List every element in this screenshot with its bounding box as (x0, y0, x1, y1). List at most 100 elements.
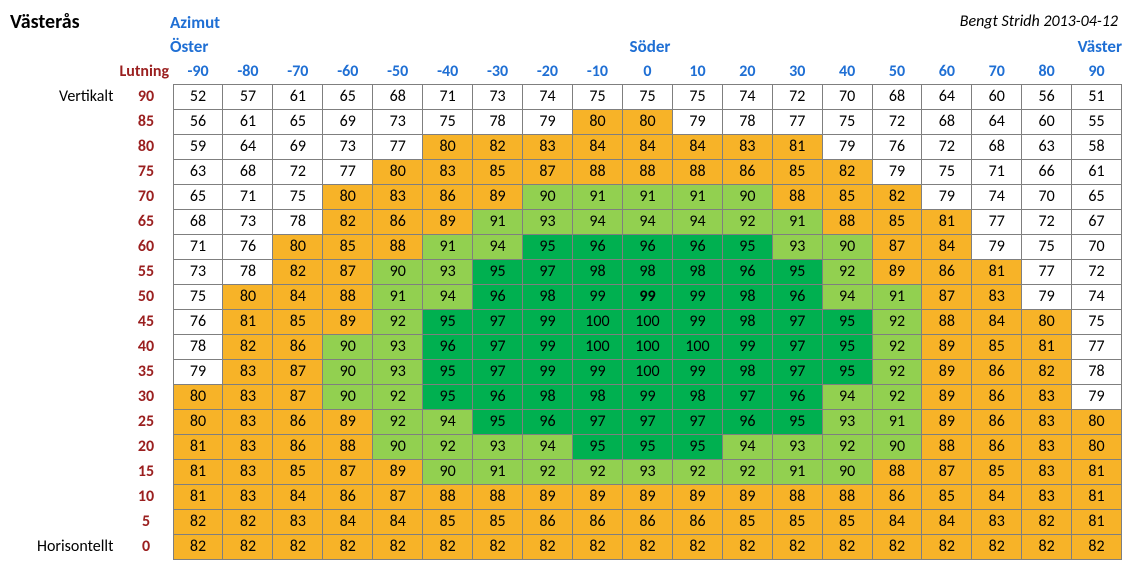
value-cell: 52 (173, 84, 223, 109)
value-cell: 82 (1022, 509, 1072, 534)
value-cell: 87 (373, 484, 423, 509)
value-cell: 82 (273, 259, 323, 284)
value-cell: 85 (972, 334, 1022, 359)
direction-south: Söder (616, 36, 671, 57)
value-cell: 91 (622, 184, 672, 209)
value-cell: 87 (273, 359, 323, 384)
value-cell: 95 (473, 259, 523, 284)
value-cell: 81 (1072, 459, 1122, 484)
value-cell: 71 (972, 159, 1022, 184)
value-cell: 51 (1072, 84, 1122, 109)
value-cell: 89 (473, 184, 523, 209)
value-cell: 80 (173, 384, 223, 409)
azimut-header: -10 (572, 59, 622, 84)
value-cell: 91 (772, 459, 822, 484)
value-cell: 72 (273, 159, 323, 184)
value-cell: 90 (822, 459, 872, 484)
value-cell: 99 (622, 384, 672, 409)
value-cell: 79 (1022, 284, 1072, 309)
value-cell: 82 (972, 534, 1022, 559)
value-cell: 100 (672, 334, 722, 359)
value-cell: 77 (373, 134, 423, 159)
value-cell: 99 (672, 359, 722, 384)
value-cell: 66 (1022, 159, 1072, 184)
tilt-header: 40 (119, 334, 173, 359)
azimut-header: 0 (622, 59, 672, 84)
value-cell: 95 (772, 409, 822, 434)
value-cell: 86 (523, 509, 573, 534)
value-cell: 83 (223, 384, 273, 409)
value-cell: 88 (473, 484, 523, 509)
azimut-header: 90 (1072, 59, 1122, 84)
value-cell: 80 (423, 134, 473, 159)
value-cell: 68 (373, 84, 423, 109)
value-cell: 76 (223, 234, 273, 259)
tilt-header: 80 (119, 134, 173, 159)
value-cell: 85 (772, 509, 822, 534)
value-cell: 89 (572, 484, 622, 509)
value-cell: 87 (922, 459, 972, 484)
value-cell: 58 (1072, 134, 1122, 159)
value-cell: 86 (872, 484, 922, 509)
azimut-header: -70 (273, 59, 323, 84)
value-cell: 82 (922, 534, 972, 559)
value-cell: 94 (722, 434, 772, 459)
value-cell: 71 (423, 84, 473, 109)
value-cell: 80 (373, 159, 423, 184)
chart-container: Västerås Azimut Bengt Stridh 2013-04-12 … (10, 10, 1122, 560)
value-cell: 80 (223, 284, 273, 309)
value-cell: 81 (772, 134, 822, 159)
value-cell: 99 (523, 359, 573, 384)
value-cell: 88 (822, 209, 872, 234)
value-cell: 92 (373, 309, 423, 334)
value-cell: 83 (223, 484, 273, 509)
azimut-header: -80 (223, 59, 273, 84)
value-cell: 73 (223, 209, 273, 234)
value-cell: 87 (323, 459, 373, 484)
value-cell: 96 (423, 334, 473, 359)
azimut-header: -30 (473, 59, 523, 84)
value-cell: 94 (473, 234, 523, 259)
value-cell: 90 (323, 359, 373, 384)
azimut-header: -90 (173, 59, 223, 84)
value-cell: 97 (772, 359, 822, 384)
value-cell: 90 (423, 459, 473, 484)
value-cell: 95 (822, 359, 872, 384)
value-cell: 89 (373, 459, 423, 484)
value-cell: 87 (872, 234, 922, 259)
tilt-header: 65 (119, 209, 173, 234)
value-cell: 85 (722, 509, 772, 534)
value-cell: 100 (572, 334, 622, 359)
value-cell: 84 (273, 284, 323, 309)
value-cell: 88 (423, 484, 473, 509)
value-cell: 80 (323, 184, 373, 209)
value-cell: 82 (672, 534, 722, 559)
value-cell: 86 (273, 409, 323, 434)
value-cell: 65 (273, 109, 323, 134)
value-cell: 85 (273, 309, 323, 334)
tilt-header: 70 (119, 184, 173, 209)
value-cell: 91 (373, 284, 423, 309)
value-cell: 95 (423, 309, 473, 334)
value-cell: 99 (722, 334, 772, 359)
value-cell: 72 (872, 109, 922, 134)
value-cell: 80 (1072, 434, 1122, 459)
value-cell: 86 (423, 184, 473, 209)
value-cell: 97 (772, 309, 822, 334)
value-cell: 75 (672, 84, 722, 109)
value-cell: 85 (423, 509, 473, 534)
value-cell: 78 (722, 109, 772, 134)
value-cell: 94 (822, 384, 872, 409)
value-cell: 92 (872, 334, 922, 359)
value-cell: 90 (822, 234, 872, 259)
value-cell: 89 (323, 309, 373, 334)
value-cell: 72 (772, 84, 822, 109)
value-cell: 90 (373, 259, 423, 284)
value-cell: 81 (922, 209, 972, 234)
value-cell: 80 (622, 109, 672, 134)
value-cell: 82 (822, 159, 872, 184)
value-cell: 83 (373, 184, 423, 209)
value-cell: 82 (273, 534, 323, 559)
value-cell: 95 (473, 409, 523, 434)
value-cell: 73 (323, 134, 373, 159)
